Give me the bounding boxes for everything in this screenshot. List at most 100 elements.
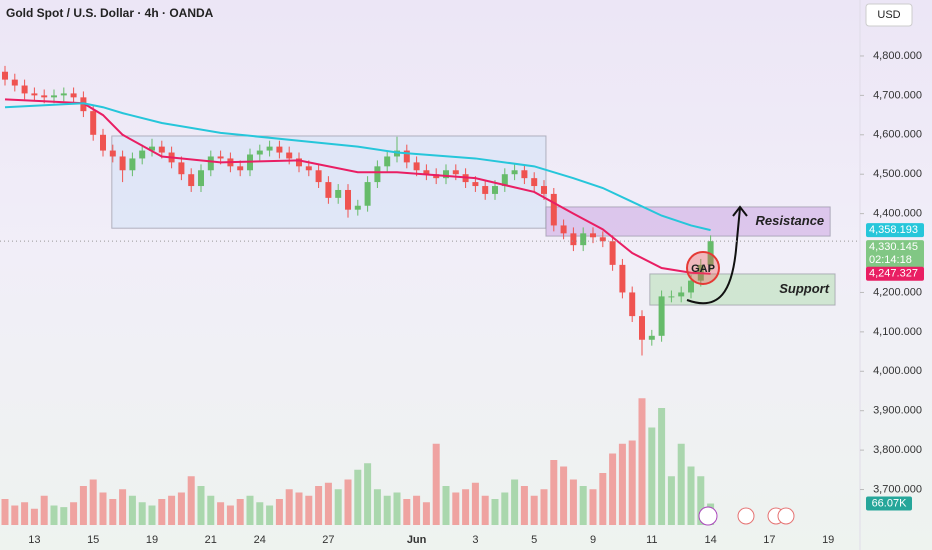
x-tick-label: 13 xyxy=(28,534,40,546)
candle-body xyxy=(188,174,195,187)
candle-body xyxy=(21,85,28,94)
volume-label: 66.07K xyxy=(872,497,908,509)
volume-bar xyxy=(589,489,597,525)
candle-body xyxy=(256,150,263,155)
event-icon[interactable] xyxy=(777,507,795,525)
volume-bar xyxy=(197,486,205,525)
price-label-box xyxy=(866,266,924,281)
candle-body xyxy=(11,79,18,86)
volume-bar xyxy=(315,486,323,525)
candle-body xyxy=(550,193,557,226)
volume-bar xyxy=(70,502,78,525)
candle-body xyxy=(599,237,606,242)
volume-bar xyxy=(569,479,577,525)
volume-bar xyxy=(481,495,489,525)
candle-body xyxy=(570,233,577,246)
candle-body xyxy=(423,170,430,175)
currency-button-label[interactable]: USD xyxy=(877,9,900,21)
candle-body xyxy=(109,150,116,157)
volume-bar xyxy=(40,495,48,525)
candle-body xyxy=(335,189,342,198)
volume-bar xyxy=(50,505,58,525)
volume-bar xyxy=(295,492,303,525)
candle-body xyxy=(648,335,655,340)
y-tick-label: 4,600.000 xyxy=(873,129,922,141)
volume-bar xyxy=(354,469,362,525)
volume-bar xyxy=(491,499,499,525)
y-tick-label: 4,100.000 xyxy=(873,326,922,338)
candle-body xyxy=(482,186,489,194)
volume-bar xyxy=(442,486,450,525)
candle-body xyxy=(629,292,636,317)
volume-bar xyxy=(422,502,430,525)
x-tick-label: Jun xyxy=(407,534,427,546)
volume-bar xyxy=(256,502,264,525)
candle-body xyxy=(609,241,616,265)
volume-bar xyxy=(119,489,127,525)
candle-body xyxy=(2,71,8,80)
y-tick-label: 4,400.000 xyxy=(873,208,922,220)
event-icon[interactable] xyxy=(698,506,718,526)
volume-bar xyxy=(138,502,146,525)
x-tick-label: 24 xyxy=(254,534,266,546)
volume-bar xyxy=(305,495,313,525)
candle-body xyxy=(149,146,155,151)
volume-bar xyxy=(501,492,509,525)
x-tick-label: 21 xyxy=(205,534,217,546)
zone-label: Support xyxy=(779,281,829,296)
volume-bar xyxy=(177,492,185,525)
volume-bar xyxy=(511,479,519,525)
candle-body xyxy=(492,186,498,194)
volume-bar xyxy=(285,489,293,525)
volume-bar xyxy=(540,489,548,525)
x-tick-label: 3 xyxy=(472,534,478,546)
price-label-box xyxy=(866,223,924,238)
volume-bar xyxy=(618,443,626,525)
volume-bar xyxy=(236,499,244,525)
chart-title: Gold Spot / U.S. Dollar · 4h · OANDA xyxy=(6,6,214,20)
price-label: 4,247.327 xyxy=(869,268,918,280)
volume-bar xyxy=(89,479,97,525)
y-tick-label: 4,700.000 xyxy=(873,89,922,101)
candle-body xyxy=(403,150,410,163)
countdown: 02:14:18 xyxy=(869,254,912,266)
candle-body xyxy=(443,170,449,179)
candle-body xyxy=(60,93,67,96)
volume-bar xyxy=(403,499,411,525)
candle-body xyxy=(560,225,567,234)
projection-arrow xyxy=(686,207,741,305)
volume-bar xyxy=(148,505,156,525)
volume-bar xyxy=(207,495,215,525)
candle-body xyxy=(51,95,57,98)
volume-bar xyxy=(667,476,675,525)
volume-bar xyxy=(560,466,568,525)
candle-body xyxy=(139,150,146,159)
event-icon[interactable] xyxy=(737,507,755,525)
currency-button[interactable] xyxy=(865,3,913,27)
volume-label-box xyxy=(866,496,912,511)
x-tick-label: 27 xyxy=(322,534,334,546)
candle-body xyxy=(90,111,97,135)
gap-circle xyxy=(686,251,720,285)
candle-body xyxy=(374,166,381,183)
volume-bar xyxy=(550,460,558,525)
price-label: 4,330.145 xyxy=(869,241,918,253)
volume-bar xyxy=(168,495,176,525)
candle-body xyxy=(668,296,675,298)
candle-body xyxy=(207,156,214,171)
volume-bar xyxy=(520,486,528,525)
moving-average xyxy=(4,102,711,232)
candle-body xyxy=(472,182,479,187)
candle-body xyxy=(31,93,38,96)
y-tick-label: 4,200.000 xyxy=(873,286,922,298)
candle-body xyxy=(678,292,685,297)
y-tick-label: 4,800.000 xyxy=(873,50,922,62)
candle-body xyxy=(129,158,136,171)
volume-bar xyxy=(128,495,136,525)
candle-body xyxy=(286,152,293,159)
volume-bar xyxy=(187,476,195,525)
candle-body xyxy=(217,156,224,159)
candle-body xyxy=(688,280,694,293)
volume-bar xyxy=(79,486,87,525)
